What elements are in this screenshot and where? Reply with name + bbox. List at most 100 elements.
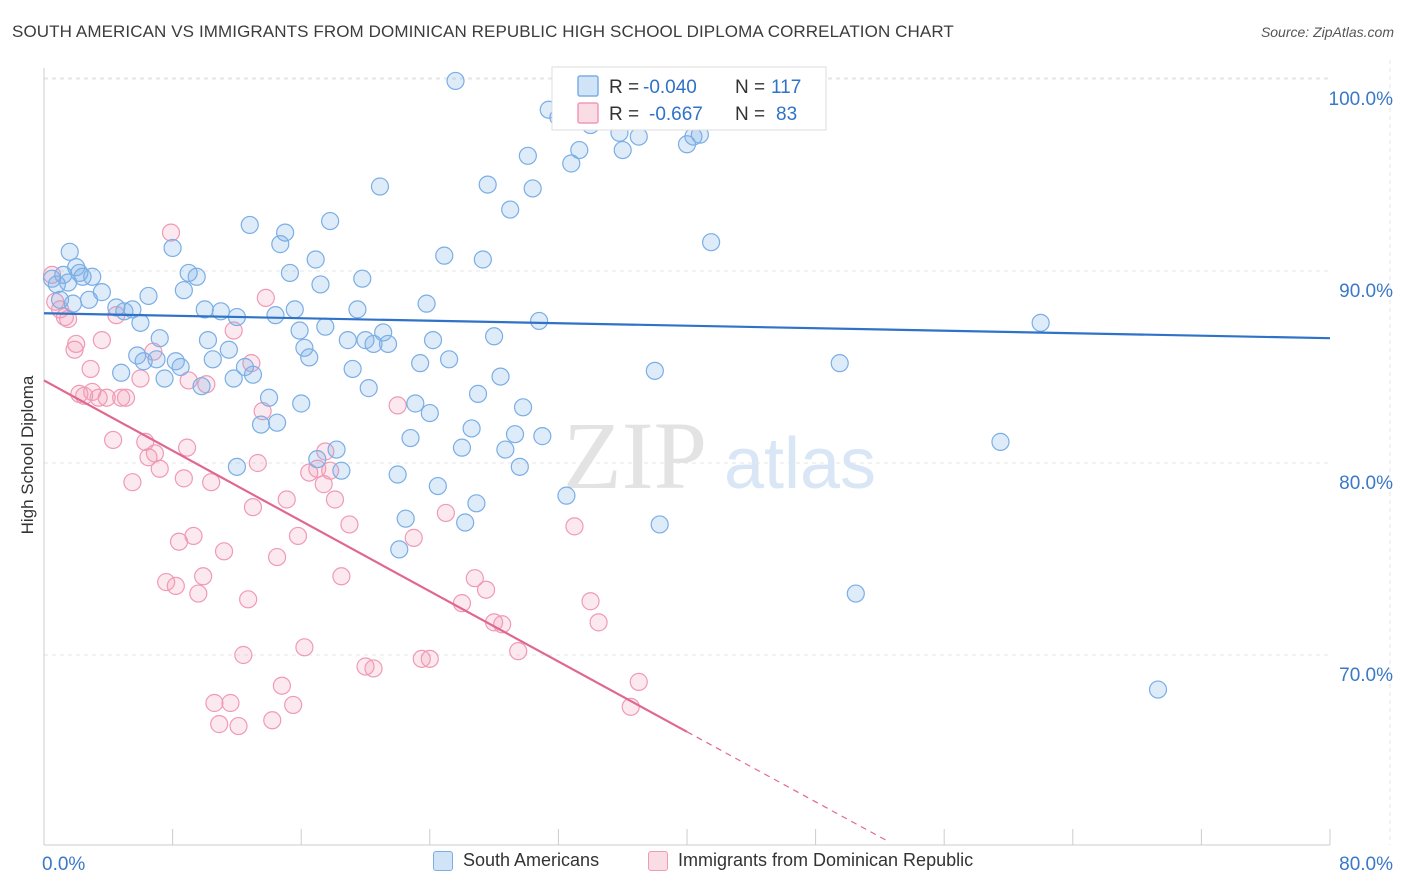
south-american-point bbox=[702, 233, 721, 252]
dominican-point bbox=[157, 572, 176, 592]
south-american-point bbox=[343, 359, 362, 379]
legend-label: South Americans bbox=[463, 850, 600, 870]
legend-n-value: 83 bbox=[776, 104, 797, 125]
south-american-point bbox=[163, 238, 182, 258]
dominican-point bbox=[364, 659, 383, 678]
south-american-point bbox=[439, 350, 459, 369]
y-tick-labels: 100.0% 90.0% 80.0% 70.0% bbox=[1329, 89, 1394, 686]
dominican-point bbox=[420, 649, 439, 668]
south-american-point bbox=[171, 357, 190, 377]
south-american-point bbox=[128, 346, 147, 365]
legend-n-label: N = bbox=[735, 77, 765, 98]
south-american-point bbox=[150, 329, 169, 348]
south-american-point bbox=[456, 513, 475, 532]
axes bbox=[43, 68, 1331, 846]
dominican-point bbox=[465, 569, 484, 588]
south-american-point bbox=[327, 440, 346, 459]
correlation-legend: R = -0.040 N = 117 R = -0.667 N = 83 bbox=[551, 66, 827, 131]
dominican-point bbox=[565, 517, 584, 536]
dominican-point bbox=[234, 645, 253, 665]
south-american-point bbox=[505, 425, 525, 444]
source-label: Source: ZipAtlas.com bbox=[1260, 24, 1394, 40]
watermark: ZIP atlas bbox=[563, 402, 876, 509]
south-american-point bbox=[83, 267, 102, 286]
south-american-point bbox=[187, 267, 206, 286]
dominican-point bbox=[629, 672, 648, 691]
south-american-point bbox=[523, 179, 542, 198]
dominican-point bbox=[150, 459, 169, 478]
south-american-point bbox=[513, 398, 533, 417]
south-american-point bbox=[485, 327, 504, 346]
dominican-point bbox=[145, 444, 165, 463]
south-american-point bbox=[846, 584, 865, 603]
dominican-point bbox=[104, 430, 123, 450]
south-american-point bbox=[219, 340, 238, 359]
south-american-point bbox=[359, 379, 378, 398]
south-american-point bbox=[47, 275, 66, 294]
y-tick-label: 70.0% bbox=[1339, 665, 1393, 686]
south-american-point bbox=[311, 275, 330, 294]
dominican-point bbox=[256, 288, 275, 307]
legend-r-value: -0.040 bbox=[643, 77, 697, 98]
legend-item-dominican[interactable]: Immigrants from Dominican Republic bbox=[648, 850, 973, 871]
south-american-point bbox=[650, 515, 669, 534]
dominican-point bbox=[284, 695, 303, 715]
series-dominican-points bbox=[42, 223, 648, 736]
dominican-point bbox=[476, 580, 496, 599]
dominican-point bbox=[332, 567, 351, 586]
legend-swatch bbox=[433, 850, 453, 871]
y-tick-label: 80.0% bbox=[1339, 473, 1393, 494]
dominican-point bbox=[388, 396, 407, 415]
dominican-point bbox=[161, 223, 181, 242]
dominican-point bbox=[509, 642, 528, 661]
dominican-point bbox=[295, 638, 314, 657]
dominican-point bbox=[116, 388, 136, 407]
dominican-point bbox=[267, 547, 287, 567]
dominican-point bbox=[248, 453, 267, 473]
dominican-point bbox=[263, 711, 282, 730]
south-american-point bbox=[259, 388, 279, 407]
south-american-point bbox=[195, 300, 214, 319]
x-tick-labels: 0.0% 80.0% bbox=[42, 854, 1393, 875]
legend-label: Immigrants from Dominican Republic bbox=[678, 850, 974, 870]
dominican-point bbox=[189, 584, 208, 603]
south-american-point bbox=[991, 432, 1010, 451]
south-american-point bbox=[417, 294, 436, 313]
chart-title: SOUTH AMERICAN VS IMMIGRANTS FROM DOMINI… bbox=[12, 22, 954, 41]
south-american-point bbox=[271, 235, 290, 254]
south-american-point bbox=[338, 331, 357, 350]
south-american-point bbox=[174, 281, 193, 300]
south-american-point bbox=[356, 331, 375, 350]
dominican-point bbox=[239, 590, 258, 609]
dominican-point bbox=[67, 334, 86, 354]
south-american-point bbox=[227, 457, 246, 476]
south-american-point bbox=[396, 509, 415, 528]
dominican-point bbox=[123, 473, 142, 492]
south-american-point bbox=[300, 348, 319, 367]
south-american-point bbox=[92, 283, 111, 302]
x-tick-label: 80.0% bbox=[1339, 854, 1393, 875]
south-american-point bbox=[131, 313, 150, 332]
south-american-point bbox=[67, 258, 86, 277]
south-american-point bbox=[374, 323, 393, 342]
legend-item-south-americans[interactable]: South Americans bbox=[433, 850, 599, 871]
dominican-point bbox=[92, 331, 111, 350]
dominican-point bbox=[340, 515, 359, 534]
south-american-point bbox=[240, 215, 259, 235]
south-american-point bbox=[629, 127, 648, 146]
trend-lines bbox=[43, 312, 1331, 842]
south-american-point bbox=[390, 540, 409, 559]
south-american-point bbox=[462, 419, 481, 438]
south-american-point bbox=[530, 311, 549, 331]
south-american-point bbox=[478, 175, 497, 194]
south-american-point bbox=[428, 476, 447, 496]
south-american-point bbox=[370, 177, 390, 196]
trend-line-dominican bbox=[43, 379, 688, 733]
south-american-point bbox=[332, 461, 351, 480]
south-american-point bbox=[423, 331, 443, 350]
south-american-point bbox=[316, 317, 335, 336]
dominican-point bbox=[131, 369, 150, 388]
south-american-point bbox=[112, 363, 131, 382]
south-american-point bbox=[473, 250, 492, 269]
